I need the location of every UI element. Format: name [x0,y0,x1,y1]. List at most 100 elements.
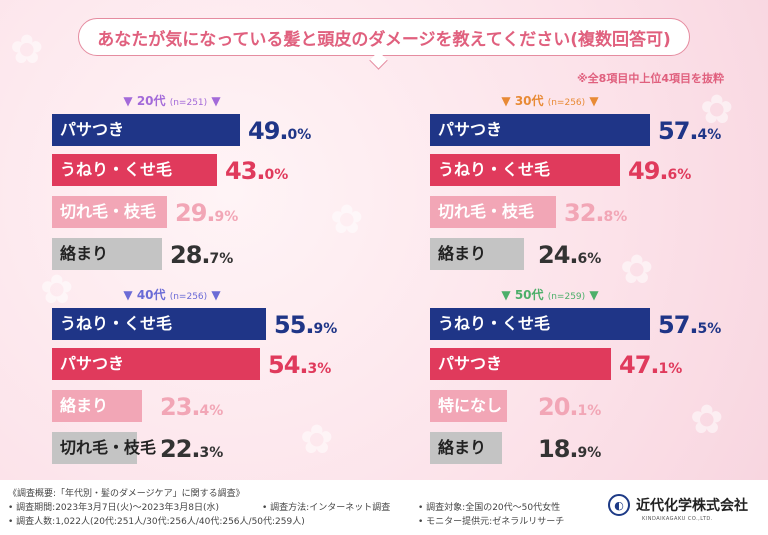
bar [430,348,611,380]
bar-value-label: 24.6% [538,241,602,269]
bar-row: パサつき 47.1% [430,348,768,380]
bar-row: 絡まり 23.4% [52,390,397,422]
bar-row: 特になし 20.1% [430,390,768,422]
bar-category-label: うねり・くせ毛 [438,160,551,179]
bar-row: 切れ毛・枝毛 32.8% [430,196,768,228]
flower-icon: ✿ [690,397,724,443]
bar-row: パサつき 49.0% [52,114,397,146]
panel-group-label: 30代 [514,94,548,108]
bar-category-label: うねり・くせ毛 [60,314,173,333]
flower-icon: ✿ [40,267,74,313]
bar [430,238,524,270]
panel-group-label: 40代 [136,288,170,302]
panel-heading: ▼ 40代 (n=256) ▼ [52,286,292,303]
bar-row: 絡まり 18.9% [430,432,768,464]
bar-category-label: 絡まり [438,438,487,457]
bar-row: 切れ毛・枝毛 29.9% [52,196,397,228]
bar-value-label: 32.8% [564,199,628,227]
bar-category-label: うねり・くせ毛 [438,314,551,333]
bar-row: パサつき 57.4% [430,114,768,146]
survey-period: • 調査期間:2023年3月7日(火)〜2023年3月8日(水) [8,503,219,513]
panel-group-label: 20代 [136,94,170,108]
panel-sample-size: (n=251) [169,98,208,108]
panel-sample-size: (n=256) [169,292,208,302]
bar-category-label: 特になし [438,396,503,415]
bar [52,238,162,270]
bar [52,348,260,380]
bar-category-label: パサつき [60,120,125,139]
survey-count: • 調査人数:1,022人(20代:251人/30代:256人/40代:256人… [8,517,305,527]
footer: 《調査概要:「年代別・髪のダメージケア」に関する調査》 • 調査期間:2023年… [0,480,768,535]
bar-category-label: 絡まり [438,244,487,263]
bar-category-label: 絡まり [60,396,109,415]
bar-category-label: パサつき [438,120,503,139]
bar-value-label: 22.3% [160,435,224,463]
bar-category-label: パサつき [60,354,125,373]
panel-group-label: 50代 [514,288,548,302]
flower-icon: ✿ [10,27,44,73]
triangle-down-icon: ▼ [123,94,137,108]
company-name-en: KINDAIKAGAKU CO.,LTD. [642,516,713,522]
chart-panel-0: ▼ 20代 (n=251) ▼ パサつき 49.0% うねり・くせ毛 43.0% 切れ毛・… [52,92,397,282]
footnote-top: ※全8項目中上位4項目を抜粋 [576,72,724,85]
panel-heading: ▼ 20代 (n=251) ▼ [52,92,292,109]
bar [52,308,266,340]
bar [430,308,650,340]
company-logo: ◐ 近代化学株式会社 [608,494,748,516]
triangle-down-icon: ▼ [501,94,515,108]
triangle-down-icon: ▼ [585,94,599,108]
triangle-down-icon: ▼ [207,288,221,302]
triangle-down-icon: ▼ [123,288,137,302]
chart-title: あなたが気になっている髪と頭皮のダメージを教えてください(複数回答可) [78,18,690,56]
bar-category-label: 切れ毛・枝毛 [438,202,535,221]
bar-value-label: 55.9% [274,311,338,339]
bar-category-label: パサつき [438,354,503,373]
bar-value-label: 29.9% [175,199,239,227]
flower-icon: ✿ [300,417,334,463]
bar [430,114,650,146]
company-name: 近代化学株式会社 [636,498,748,514]
triangle-down-icon: ▼ [585,288,599,302]
bar-value-label: 28.7% [170,241,234,269]
bar-value-label: 54.3% [268,351,332,379]
bar-category-label: 切れ毛・枝毛 [60,438,157,457]
bar-value-label: 49.6% [628,157,692,185]
survey-target: • 調査対象:全国の20代〜50代女性 [418,503,561,513]
bar-category-label: うねり・くせ毛 [60,160,173,179]
bar [430,432,502,464]
bar-row: 絡まり 24.6% [430,238,768,270]
bar-row: うねり・くせ毛 55.9% [52,308,397,340]
triangle-down-icon: ▼ [207,94,221,108]
panel-sample-size: (n=259) [547,292,586,302]
bar-row: 切れ毛・枝毛 22.3% [52,432,397,464]
bar [52,154,217,186]
chart-panel-2: ▼ 40代 (n=256) ▼ うねり・くせ毛 55.9% パサつき 54.3% 絡まり 2… [52,286,397,476]
bar [52,432,137,464]
bar-value-label: 20.1% [538,393,602,421]
bar-row: うねり・くせ毛 57.5% [430,308,768,340]
bar-row: うねり・くせ毛 43.0% [52,154,397,186]
bar [430,196,556,228]
bar-row: 絡まり 28.7% [52,238,397,270]
bar [52,196,167,228]
bar-value-label: 49.0% [248,117,312,145]
bar [52,390,142,422]
bar-category-label: 切れ毛・枝毛 [60,202,157,221]
flower-icon: ✿ [330,197,364,243]
panel-heading: ▼ 50代 (n=259) ▼ [430,286,670,303]
panel-sample-size: (n=256) [547,98,586,108]
bar-value-label: 43.0% [225,157,289,185]
chart-panel-3: ▼ 50代 (n=259) ▼ うねり・くせ毛 57.5% パサつき 47.1% 特になし… [430,286,768,476]
bar-row: パサつき 54.3% [52,348,397,380]
bar [430,390,507,422]
survey-provider: • モニター提供元:ゼネラルリサーチ [418,517,565,527]
bar-value-label: 57.5% [658,311,722,339]
bar-category-label: 絡まり [60,244,109,263]
triangle-down-icon: ▼ [501,288,515,302]
bar-row: うねり・くせ毛 49.6% [430,154,768,186]
company-logo-icon: ◐ [608,494,630,516]
bar-value-label: 23.4% [160,393,224,421]
survey-method: • 調査方法:インターネット調査 [262,503,391,513]
flower-icon: ✿ [700,87,734,133]
chart-panel-1: ▼ 30代 (n=256) ▼ パサつき 57.4% うねり・くせ毛 49.6% 切れ毛・… [430,92,768,282]
